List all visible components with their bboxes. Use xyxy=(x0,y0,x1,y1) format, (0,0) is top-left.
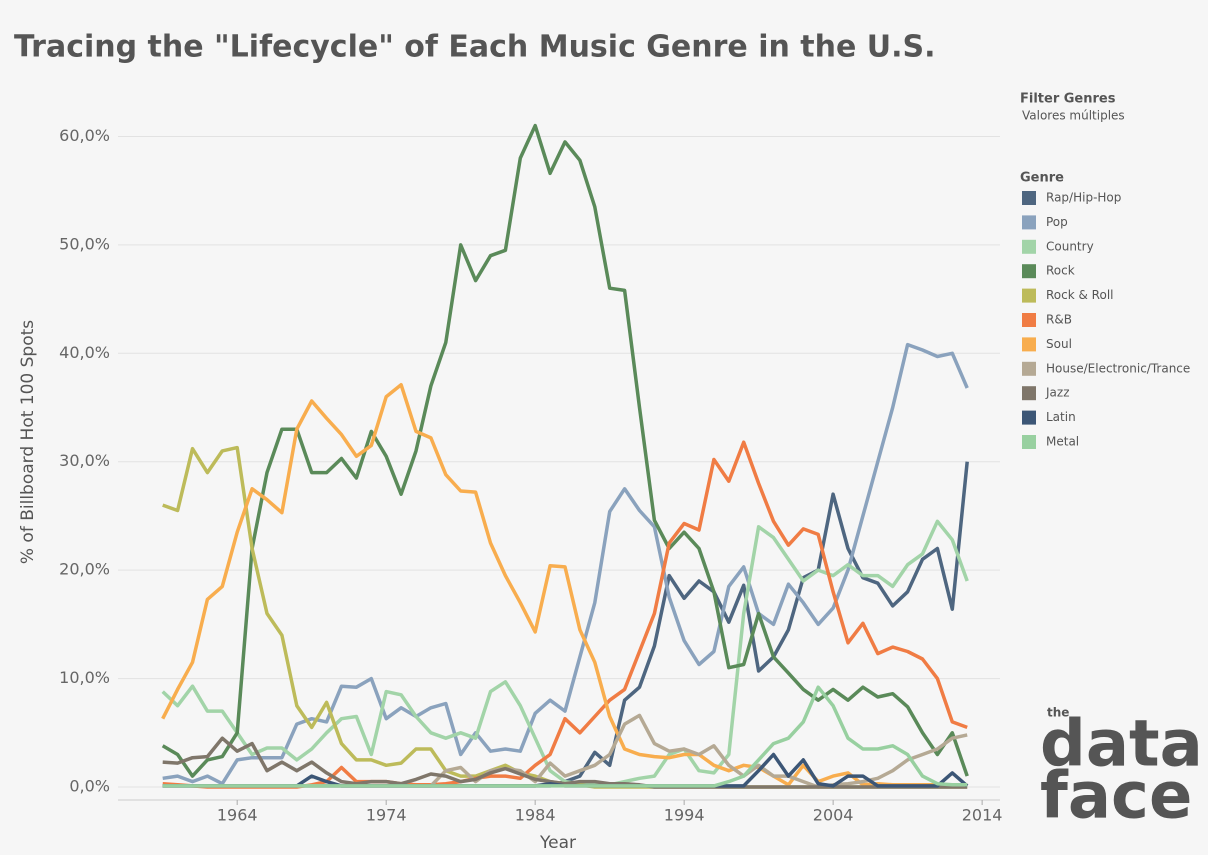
legend-label: Country xyxy=(1046,239,1094,253)
logo-top: data xyxy=(1040,708,1203,782)
legend-swatch xyxy=(1022,386,1036,401)
x-tick-label: 1974 xyxy=(366,806,407,825)
legend-label: Rock & Roll xyxy=(1046,288,1113,302)
logo: the data face xyxy=(1040,706,1203,834)
logo-small: the xyxy=(1047,706,1069,720)
x-tick-label: 1964 xyxy=(217,806,258,825)
y-tick-label: 0,0% xyxy=(69,776,110,795)
legend-label: Soul xyxy=(1046,337,1072,351)
x-tick-label: 2014 xyxy=(962,806,1003,825)
y-tick-label: 60,0% xyxy=(59,126,110,145)
legend-swatch xyxy=(1022,215,1036,230)
legend-swatch xyxy=(1022,239,1036,254)
legend-label: Metal xyxy=(1046,435,1079,449)
legend-swatch xyxy=(1022,313,1036,327)
legend-swatch xyxy=(1022,361,1036,376)
legend-label: Jazz xyxy=(1045,386,1070,400)
legend-swatch xyxy=(1022,264,1036,279)
y-axis-label: % of Billboard Hot 100 Spots xyxy=(18,320,38,564)
legend-label: House/Electronic/Trance xyxy=(1046,361,1190,375)
y-tick-label: 30,0% xyxy=(59,451,110,470)
series-line xyxy=(162,685,968,788)
filter-value[interactable]: Valores múltiples xyxy=(1022,109,1125,123)
series-line xyxy=(161,519,969,787)
legend-label: R&B xyxy=(1046,313,1072,327)
series-line xyxy=(162,342,969,786)
legend-swatch xyxy=(1022,410,1036,425)
x-axis-label: Year xyxy=(539,833,576,853)
y-tick-label: 20,0% xyxy=(59,560,110,579)
legend-label: Rock xyxy=(1046,264,1075,278)
y-tick-label: 40,0% xyxy=(59,343,110,362)
logo-bottom: face xyxy=(1040,760,1192,834)
legend-label: Pop xyxy=(1046,215,1068,229)
legend-swatch xyxy=(1022,288,1036,303)
y-tick-label: 50,0% xyxy=(59,234,110,253)
x-tick-label: 2004 xyxy=(813,806,854,825)
y-tick-label: 10,0% xyxy=(59,668,110,687)
chart-title: Tracing the "Lifecycle" of Each Music Ge… xyxy=(14,30,936,65)
legend-title: Genre xyxy=(1020,171,1064,186)
legend-label: Rap/Hip-Hop xyxy=(1046,191,1121,205)
legend-swatch xyxy=(1022,191,1036,205)
legend-swatch xyxy=(1022,435,1036,449)
series-line xyxy=(161,382,968,787)
legend-label: Latin xyxy=(1046,410,1076,424)
x-tick-label: 1984 xyxy=(515,806,556,825)
legend-swatch xyxy=(1022,337,1036,352)
filter-title: Filter Genres xyxy=(1020,92,1116,107)
x-tick-label: 1994 xyxy=(664,806,705,825)
